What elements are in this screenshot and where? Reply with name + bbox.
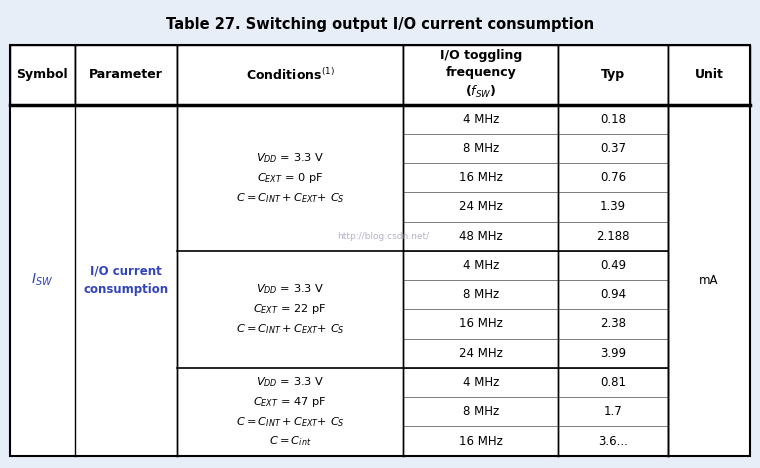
Bar [559, 45, 668, 104]
Text: $V_{DD}$ = 3.3 V
$C_{EXT}$ = 0 pF
$C = C_{INT} + C_{EXT}$+ $C_S$: $V_{DD}$ = 3.3 V $C_{EXT}$ = 0 pF $C = C… [236, 151, 344, 205]
Text: 1.7: 1.7 [604, 405, 622, 418]
Text: $V_{DD}$ = 3.3 V
$C_{EXT}$ = 47 pF
$C = C_{INT} + C_{EXT}$+ $C_S$
$C = C_{int}$: $V_{DD}$ = 3.3 V $C_{EXT}$ = 47 pF $C = … [236, 375, 344, 448]
Text: 48 MHz: 48 MHz [459, 230, 502, 243]
Text: 0.18: 0.18 [600, 113, 626, 126]
Text: 0.49: 0.49 [600, 259, 626, 272]
Text: 4 MHz: 4 MHz [463, 376, 499, 389]
Bar [177, 45, 403, 104]
Text: 8 MHz: 8 MHz [463, 288, 499, 301]
Text: Typ: Typ [601, 68, 625, 81]
Bar [10, 45, 75, 104]
Text: Symbol: Symbol [17, 68, 68, 81]
Text: $V_{DD}$ = 3.3 V
$C_{EXT}$ = 22 pF
$C = C_{INT} + C_{EXT}$+ $C_S$: $V_{DD}$ = 3.3 V $C_{EXT}$ = 22 pF $C = … [236, 283, 344, 336]
Bar [668, 45, 750, 104]
Text: 2.188: 2.188 [597, 230, 630, 243]
Text: 24 MHz: 24 MHz [459, 347, 502, 360]
Text: Table 27. Switching output I/O current consumption: Table 27. Switching output I/O current c… [166, 17, 594, 32]
Text: I/O toggling
frequency
($f_{SW}$): I/O toggling frequency ($f_{SW}$) [439, 49, 522, 100]
Text: 16 MHz: 16 MHz [459, 317, 502, 330]
Text: 8 MHz: 8 MHz [463, 142, 499, 155]
Text: Parameter: Parameter [89, 68, 163, 81]
Text: 4 MHz: 4 MHz [463, 113, 499, 126]
Bar [403, 45, 559, 104]
Bar [75, 45, 177, 104]
Text: 16 MHz: 16 MHz [459, 171, 502, 184]
Bar [10, 104, 750, 456]
Text: Conditions$^{(1)}$: Conditions$^{(1)}$ [245, 67, 334, 83]
Bar [10, 45, 750, 456]
Text: http://blog.csdn.net/: http://blog.csdn.net/ [337, 232, 429, 241]
Text: I/O current
consumption: I/O current consumption [84, 264, 169, 296]
Text: 2.38: 2.38 [600, 317, 626, 330]
Text: 0.81: 0.81 [600, 376, 626, 389]
Text: Unit: Unit [695, 68, 724, 81]
Text: 0.94: 0.94 [600, 288, 626, 301]
Text: 0.76: 0.76 [600, 171, 626, 184]
Text: $I_{SW}$: $I_{SW}$ [31, 272, 53, 288]
Text: 1.39: 1.39 [600, 200, 626, 213]
Text: 24 MHz: 24 MHz [459, 200, 502, 213]
Text: 4 MHz: 4 MHz [463, 259, 499, 272]
Text: 3.6...: 3.6... [598, 434, 629, 447]
Text: 8 MHz: 8 MHz [463, 405, 499, 418]
Text: 0.37: 0.37 [600, 142, 626, 155]
Text: 16 MHz: 16 MHz [459, 434, 502, 447]
Text: mA: mA [699, 274, 719, 286]
Text: 3.99: 3.99 [600, 347, 626, 360]
